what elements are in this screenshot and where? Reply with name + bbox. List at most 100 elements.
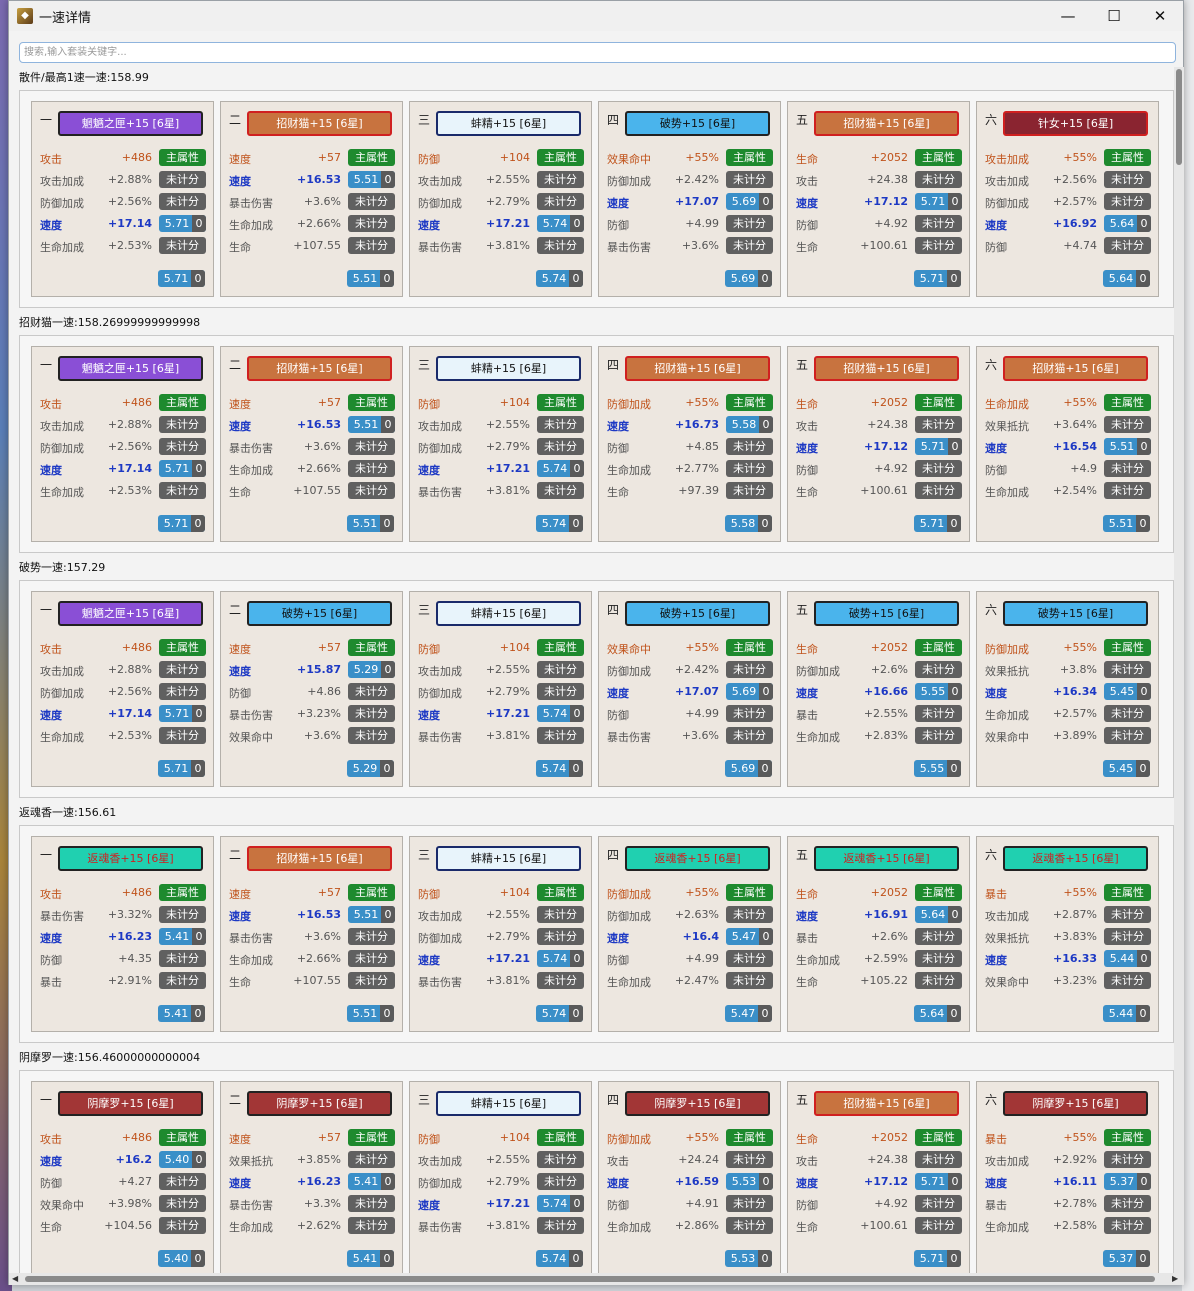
- stat-value: +107.55: [293, 484, 341, 497]
- stat-name: 防御: [607, 1199, 629, 1212]
- card-total-score: 5.41 0: [347, 1250, 394, 1267]
- stat-name: 攻击加成: [985, 153, 1029, 166]
- equipment-card[interactable]: 一返魂香+15 [6星] 攻击 +486 主属性 暴击伤害 +3.32% 未计分 速度 +16.…: [31, 836, 214, 1032]
- unscored-tag: 未计分: [915, 237, 962, 254]
- equipment-card[interactable]: 一魍魉之匣+15 [6星] 攻击 +486 主属性 攻击加成 +2.88% 未计分 防御加成 +…: [31, 591, 214, 787]
- equipment-card[interactable]: 五破势+15 [6星] 生命 +2052 主属性 防御加成 +2.6% 未计分 速度 +16.6…: [787, 591, 970, 787]
- stat-row: 防御 +4.35 未计分: [40, 950, 206, 968]
- set-badge: 蚌精+15 [6星]: [436, 1091, 581, 1116]
- equipment-card[interactable]: 六阴摩罗+15 [6星] 暴击 +55% 主属性 攻击加成 +2.92% 未计分 速度 +16.…: [976, 1081, 1159, 1273]
- card-position: 二: [229, 1093, 242, 1107]
- equipment-card[interactable]: 三蚌精+15 [6星] 防御 +104 主属性 攻击加成 +2.55% 未计分 防御加成 +2.…: [409, 101, 592, 297]
- unscored-tag: 未计分: [537, 482, 584, 499]
- stat-value: +97.39: [678, 484, 719, 497]
- vertical-scroll-thumb[interactable]: [1176, 69, 1182, 165]
- minimize-icon[interactable]: —: [1060, 7, 1076, 25]
- equipment-card[interactable]: 四破势+15 [6星] 效果命中 +55% 主属性 防御加成 +2.42% 未计分 速度 +17…: [598, 101, 781, 297]
- card-position: 三: [418, 1093, 431, 1107]
- set-badge: 蚌精+15 [6星]: [436, 356, 581, 381]
- scroll-left-icon[interactable]: ◀: [12, 1274, 19, 1283]
- stat-row: 速度 +17.12 5.71 0: [796, 193, 962, 211]
- equipment-card[interactable]: 二招财猫+15 [6星] 速度 +57 主属性 速度 +16.53 5.51 0 暴击伤害 +3.…: [220, 346, 403, 542]
- equipment-card[interactable]: 三蚌精+15 [6星] 防御 +104 主属性 攻击加成 +2.55% 未计分 防御加成 +2.…: [409, 1081, 592, 1273]
- speed-score-tag: 5.47 0: [726, 928, 773, 945]
- equipment-card[interactable]: 五招财猫+15 [6星] 生命 +2052 主属性 攻击 +24.38 未计分 速度 +17.1…: [787, 101, 970, 297]
- stat-value: +3.85%: [296, 1153, 341, 1166]
- result-group: 招财猫一速:158.26999999999998 一魍魉之匣+15 [6星] 攻击 +…: [9, 312, 1174, 557]
- equipment-card[interactable]: 二招财猫+15 [6星] 速度 +57 主属性 速度 +16.53 5.51 0 暴击伤害 +3.…: [220, 101, 403, 297]
- search-input[interactable]: [19, 42, 1176, 63]
- stat-row: 速度 +16.53 5.51 0: [229, 171, 395, 189]
- total-score: 5.40: [163, 1252, 189, 1265]
- equipment-card[interactable]: 五招财猫+15 [6星] 生命 +2052 主属性 攻击 +24.38 未计分 速度 +17.1…: [787, 346, 970, 542]
- speed-score-tag: 5.74 0: [537, 460, 584, 477]
- stat-value: +104.56: [104, 1219, 152, 1232]
- unscored-tag: 未计分: [348, 928, 395, 945]
- stat-name: 速度: [985, 1177, 1007, 1190]
- unscored-tag: 未计分: [537, 438, 584, 455]
- total-score: 5.51: [352, 272, 378, 285]
- stat-row: 攻击加成 +2.88% 未计分: [40, 171, 206, 189]
- maximize-icon[interactable]: ☐: [1107, 7, 1121, 25]
- set-badge: 魍魉之匣+15 [6星]: [58, 601, 203, 626]
- unscored-tag: 未计分: [726, 171, 773, 188]
- stat-value: +57: [317, 396, 341, 409]
- equipment-card[interactable]: 六返魂香+15 [6星] 暴击 +55% 主属性 攻击加成 +2.87% 未计分 效果抵抗 +3…: [976, 836, 1159, 1032]
- stat-name: 防御加成: [607, 910, 651, 923]
- total-zero: 0: [191, 1250, 205, 1267]
- card-position: 二: [229, 603, 242, 617]
- main-stat-tag: 主属性: [159, 149, 206, 166]
- equipment-card[interactable]: 一魍魉之匣+15 [6星] 攻击 +486 主属性 攻击加成 +2.88% 未计分 防御加成 +…: [31, 101, 214, 297]
- stat-row: 速度 +57 主属性: [229, 149, 395, 167]
- horizontal-scrollbar[interactable]: ◀ ▶: [9, 1273, 1184, 1285]
- total-score: 5.74: [541, 1007, 567, 1020]
- unscored-tag: 未计分: [1104, 1195, 1151, 1212]
- equipment-card[interactable]: 六针女+15 [6星] 攻击加成 +55% 主属性 攻击加成 +2.56% 未计分 防御加成 +…: [976, 101, 1159, 297]
- total-score: 5.71: [163, 517, 189, 530]
- equipment-card[interactable]: 三蚌精+15 [6星] 防御 +104 主属性 攻击加成 +2.55% 未计分 防御加成 +2.…: [409, 591, 592, 787]
- equipment-card[interactable]: 二破势+15 [6星] 速度 +57 主属性 速度 +15.87 5.29 0 防御 +4.86 未…: [220, 591, 403, 787]
- equipment-card[interactable]: 四招财猫+15 [6星] 防御加成 +55% 主属性 速度 +16.73 5.58 0 防御 +4…: [598, 346, 781, 542]
- stat-row: 效果命中 +3.23% 未计分: [985, 972, 1151, 990]
- stat-row: 速度 +17.14 5.71 0: [40, 460, 206, 478]
- stat-name: 攻击: [796, 420, 818, 433]
- set-badge: 破势+15 [6星]: [814, 601, 959, 626]
- stat-name: 生命加成: [229, 219, 273, 232]
- equipment-card[interactable]: 一阴摩罗+15 [6星] 攻击 +486 主属性 速度 +16.2 5.40 0 防御 +4.27…: [31, 1081, 214, 1273]
- window-title: 一速详情: [39, 10, 92, 26]
- stat-row: 速度 +17.21 5.74 0: [418, 705, 584, 723]
- stat-row: 攻击 +24.38 未计分: [796, 416, 962, 434]
- horizontal-scroll-thumb[interactable]: [25, 1276, 1155, 1282]
- equipment-card[interactable]: 六破势+15 [6星] 防御加成 +55% 主属性 效果抵抗 +3.8% 未计分 速度 +16.…: [976, 591, 1159, 787]
- scroll-right-icon[interactable]: ▶: [1172, 1274, 1179, 1283]
- stat-name: 生命加成: [229, 954, 273, 967]
- equipment-card[interactable]: 三蚌精+15 [6星] 防御 +104 主属性 攻击加成 +2.55% 未计分 防御加成 +2.…: [409, 836, 592, 1032]
- close-icon[interactable]: ✕: [1153, 7, 1167, 25]
- card-total-score: 5.71 0: [158, 515, 205, 532]
- card-position: 三: [418, 113, 431, 127]
- vertical-scrollbar[interactable]: [1174, 67, 1184, 1273]
- stat-value: +4.86: [307, 685, 341, 698]
- equipment-card[interactable]: 二招财猫+15 [6星] 速度 +57 主属性 速度 +16.53 5.51 0 暴击伤害 +3.…: [220, 836, 403, 1032]
- stat-name: 生命加成: [796, 954, 840, 967]
- equipment-card[interactable]: 六招财猫+15 [6星] 生命加成 +55% 主属性 效果抵抗 +3.64% 未计分 速度 +1…: [976, 346, 1159, 542]
- stat-value: +16.73: [674, 418, 719, 431]
- equipment-card[interactable]: 四返魂香+15 [6星] 防御加成 +55% 主属性 防御加成 +2.63% 未计分 速度 +1…: [598, 836, 781, 1032]
- equipment-card[interactable]: 四阴摩罗+15 [6星] 防御加成 +55% 主属性 攻击 +24.24 未计分 速度 +16.…: [598, 1081, 781, 1273]
- title-bar[interactable]: ◆ 一速详情 — ☐ ✕: [9, 1, 1183, 31]
- main-stat-tag: 主属性: [159, 639, 206, 656]
- equipment-card[interactable]: 一魍魉之匣+15 [6星] 攻击 +486 主属性 攻击加成 +2.88% 未计分 防御加成 +…: [31, 346, 214, 542]
- set-badge: 蚌精+15 [6星]: [436, 111, 581, 136]
- equipment-card[interactable]: 四破势+15 [6星] 效果命中 +55% 主属性 防御加成 +2.42% 未计分 速度 +17…: [598, 591, 781, 787]
- equipment-card[interactable]: 三蚌精+15 [6星] 防御 +104 主属性 攻击加成 +2.55% 未计分 防御加成 +2.…: [409, 346, 592, 542]
- equipment-card[interactable]: 五招财猫+15 [6星] 生命 +2052 主属性 攻击 +24.38 未计分 速度 +17.1…: [787, 1081, 970, 1273]
- stat-row: 速度 +16.59 5.53 0: [607, 1173, 773, 1191]
- stat-value: +2.83%: [863, 729, 908, 742]
- unscored-tag: 未计分: [915, 727, 962, 744]
- stat-value: +2.79%: [485, 930, 530, 943]
- speed-zero: 0: [948, 193, 962, 210]
- stat-name: 效果命中: [607, 153, 651, 166]
- equipment-card[interactable]: 二阴摩罗+15 [6星] 速度 +57 主属性 效果抵抗 +3.85% 未计分 速度 +16.2…: [220, 1081, 403, 1273]
- equipment-card[interactable]: 五返魂香+15 [6星] 生命 +2052 主属性 速度 +16.91 5.64 0 暴击 +2.…: [787, 836, 970, 1032]
- unscored-tag: 未计分: [348, 1151, 395, 1168]
